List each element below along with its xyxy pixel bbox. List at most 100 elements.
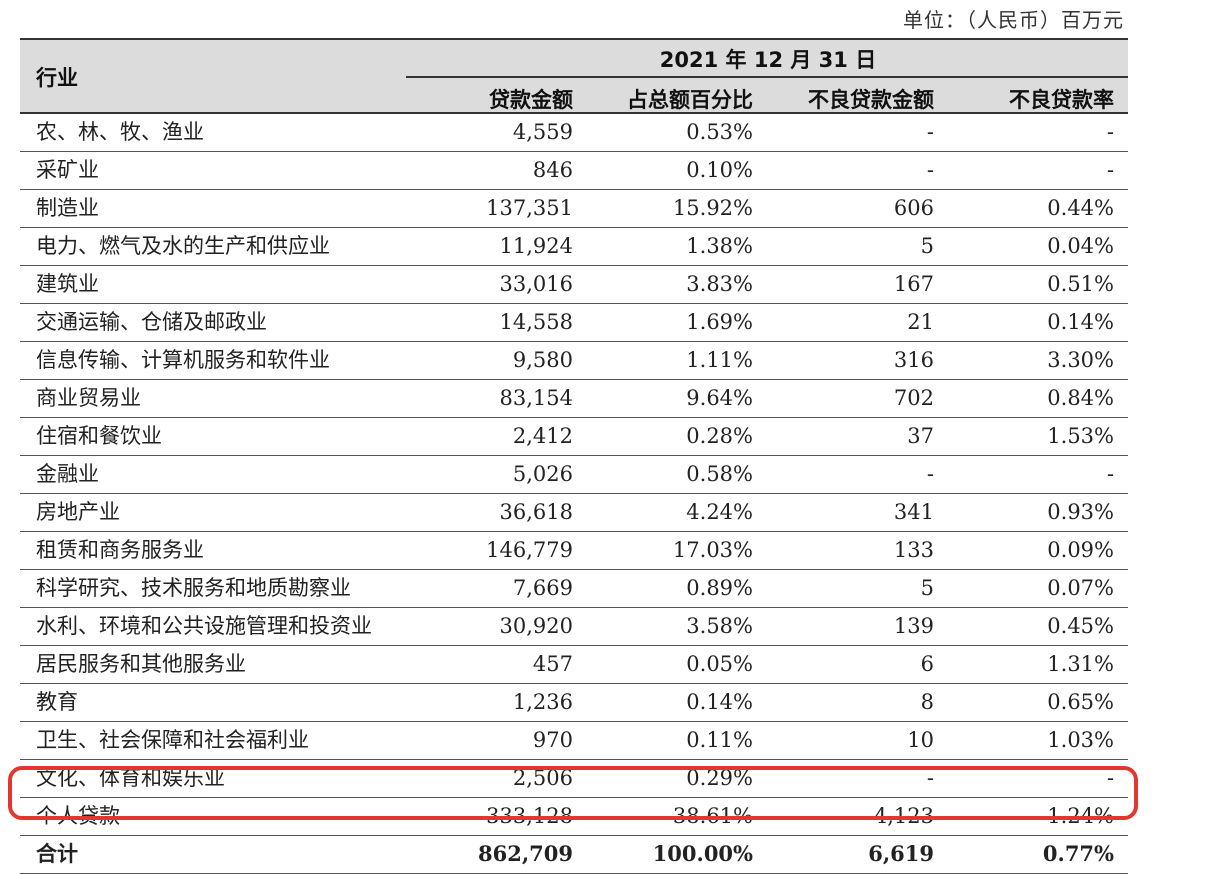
- npl-amount-cell: 341: [893, 500, 934, 524]
- loan-amount-cell: 137,351: [486, 196, 573, 220]
- npl-ratio-cell: 0.14%: [1047, 310, 1114, 334]
- npl-amount-cell: 6,619: [868, 841, 934, 866]
- industry-cell: 居民服务和其他服务业: [36, 652, 246, 676]
- highlight-box: [8, 766, 1138, 820]
- industry-cell: 采矿业: [36, 158, 99, 182]
- share-cell: 1.38%: [686, 234, 753, 258]
- header-bottom-rule: [20, 112, 1128, 114]
- npl-amount-cell: 133: [893, 538, 934, 562]
- header-npl-ratio: 不良贷款率: [1009, 88, 1114, 112]
- table-row: 电力、燃气及水的生产和供应业 11,924 1.38% 5 0.04%: [20, 228, 1128, 266]
- npl-ratio-cell: -: [1106, 462, 1114, 486]
- table-row: 金融业 5,026 0.58% - -: [20, 456, 1128, 494]
- table-row: 文化、体育和娱乐业 2,506 0.29% - -: [20, 760, 1128, 798]
- share-cell: 0.28%: [686, 424, 753, 448]
- npl-ratio-cell: 0.84%: [1047, 386, 1114, 410]
- loan-amount-cell: 36,618: [499, 500, 573, 524]
- table-row: 房地产业 36,618 4.24% 341 0.93%: [20, 494, 1128, 532]
- header-date: 2021 年 12 月 31 日: [659, 48, 877, 72]
- share-cell: 0.58%: [686, 462, 753, 486]
- npl-ratio-cell: -: [1106, 766, 1114, 790]
- loan-amount-cell: 2,412: [512, 424, 573, 448]
- industry-cell: 住宿和餐饮业: [36, 424, 162, 448]
- npl-amount-cell: 139: [893, 614, 934, 638]
- share-cell: 4.24%: [686, 500, 753, 524]
- npl-amount-cell: 6: [920, 652, 934, 676]
- table-row: 制造业 137,351 15.92% 606 0.44%: [20, 190, 1128, 228]
- share-cell: 3.58%: [686, 614, 753, 638]
- share-cell: 100.00%: [652, 841, 753, 866]
- table-row: 水利、环境和公共设施管理和投资业 30,920 3.58% 139 0.45%: [20, 608, 1128, 646]
- npl-ratio-cell: -: [1106, 158, 1114, 182]
- loan-amount-cell: 457: [532, 652, 573, 676]
- npl-ratio-cell: 0.44%: [1047, 196, 1114, 220]
- npl-amount-cell: 10: [907, 728, 934, 752]
- npl-ratio-cell: 0.65%: [1047, 690, 1114, 714]
- table-row: 科学研究、技术服务和地质勘察业 7,669 0.89% 5 0.07%: [20, 570, 1128, 608]
- loan-amount-cell: 5,026: [512, 462, 573, 486]
- industry-cell: 制造业: [36, 196, 99, 220]
- share-cell: 0.53%: [686, 120, 753, 144]
- industry-cell: 教育: [36, 690, 78, 714]
- npl-amount-cell: 5: [920, 576, 934, 600]
- npl-amount-cell: 316: [893, 348, 934, 372]
- table-row: 商业贸易业 83,154 9.64% 702 0.84%: [20, 380, 1128, 418]
- npl-amount-cell: 21: [907, 310, 934, 334]
- loan-amount-cell: 83,154: [499, 386, 573, 410]
- header-date-rule: [406, 76, 1128, 78]
- loan-amount-cell: 30,920: [499, 614, 573, 638]
- unit-label: 单位：（人民币）百万元: [903, 8, 1124, 32]
- share-cell: 15.92%: [672, 196, 753, 220]
- loan-amount-cell: 4,559: [512, 120, 573, 144]
- npl-amount-cell: 8: [920, 690, 934, 714]
- loan-amount-cell: 9,580: [512, 348, 573, 372]
- table-body: 农、林、牧、渔业 4,559 0.53% - - 采矿业 846 0.10% - - 制造业 137,…: [20, 114, 1128, 874]
- industry-cell: 水利、环境和公共设施管理和投资业: [36, 614, 372, 638]
- table-row: 信息传输、计算机服务和软件业 9,580 1.11% 316 3.30%: [20, 342, 1128, 380]
- loan-amount-cell: 970: [532, 728, 573, 752]
- industry-cell: 信息传输、计算机服务和软件业: [36, 348, 330, 372]
- loan-amount-cell: 2,506: [512, 766, 573, 790]
- table-row: 采矿业 846 0.10% - -: [20, 152, 1128, 190]
- header-share-of-total: 占总额百分比: [627, 88, 753, 112]
- npl-ratio-cell: 3.30%: [1047, 348, 1114, 372]
- npl-ratio-cell: 0.77%: [1042, 841, 1114, 866]
- share-cell: 3.83%: [686, 272, 753, 296]
- header-npl-amount: 不良贷款金额: [808, 88, 934, 112]
- npl-ratio-cell: 1.53%: [1047, 424, 1114, 448]
- share-cell: 9.64%: [686, 386, 753, 410]
- share-cell: 1.69%: [686, 310, 753, 334]
- share-cell: 0.11%: [686, 728, 753, 752]
- industry-cell: 交通运输、仓储及邮政业: [36, 310, 267, 334]
- npl-ratio-cell: 0.04%: [1047, 234, 1114, 258]
- industry-cell: 房地产业: [36, 500, 120, 524]
- industry-cell: 文化、体育和娱乐业: [36, 766, 225, 790]
- header-industry: 行业: [36, 66, 78, 90]
- industry-cell: 卫生、社会保障和社会福利业: [36, 728, 309, 752]
- share-cell: 0.14%: [686, 690, 753, 714]
- industry-cell: 租赁和商务服务业: [36, 538, 204, 562]
- industry-cell: 合计: [36, 841, 78, 866]
- table-row: 租赁和商务服务业 146,779 17.03% 133 0.09%: [20, 532, 1128, 570]
- share-cell: 0.05%: [686, 652, 753, 676]
- npl-ratio-cell: 1.31%: [1047, 652, 1114, 676]
- total-row: 合计 862,709 100.00% 6,619 0.77%: [20, 836, 1128, 874]
- share-cell: 17.03%: [672, 538, 753, 562]
- npl-ratio-cell: 1.03%: [1047, 728, 1114, 752]
- npl-amount-cell: 167: [893, 272, 934, 296]
- npl-amount-cell: 606: [893, 196, 934, 220]
- npl-ratio-cell: 0.07%: [1047, 576, 1114, 600]
- loan-amount-cell: 146,779: [486, 538, 573, 562]
- npl-amount-cell: -: [926, 158, 934, 182]
- loan-amount-cell: 33,016: [499, 272, 573, 296]
- npl-ratio-cell: 0.09%: [1047, 538, 1114, 562]
- loan-amount-cell: 1,236: [512, 690, 573, 714]
- npl-amount-cell: -: [926, 766, 934, 790]
- industry-cell: 电力、燃气及水的生产和供应业: [36, 234, 330, 258]
- header-loan-amount: 贷款金额: [489, 88, 573, 112]
- npl-ratio-cell: 0.93%: [1047, 500, 1114, 524]
- industry-cell: 农、林、牧、渔业: [36, 120, 204, 144]
- npl-ratio-cell: -: [1106, 120, 1114, 144]
- table-header: 行业 2021 年 12 月 31 日 贷款金额 占总额百分比 不良贷款金额 不…: [20, 40, 1128, 112]
- npl-amount-cell: -: [926, 120, 934, 144]
